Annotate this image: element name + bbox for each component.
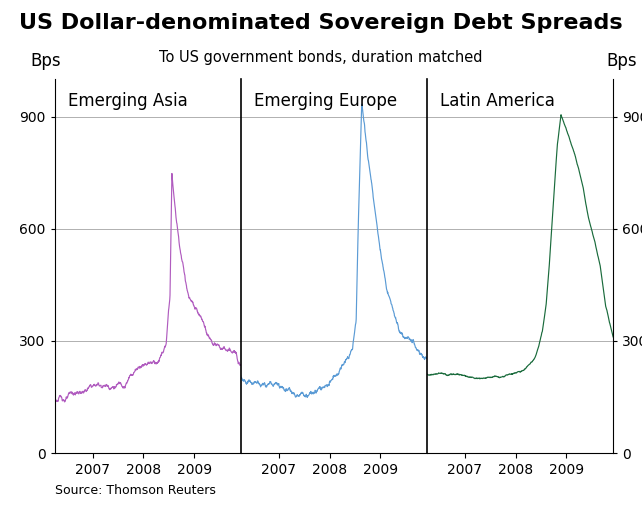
Text: Emerging Europe: Emerging Europe <box>254 93 397 111</box>
Text: Bps: Bps <box>607 52 638 70</box>
Text: To US government bonds, duration matched: To US government bonds, duration matched <box>159 50 483 65</box>
Text: US Dollar-denominated Sovereign Debt Spreads: US Dollar-denominated Sovereign Debt Spr… <box>19 13 623 33</box>
Text: Latin America: Latin America <box>440 93 555 111</box>
Text: Source: Thomson Reuters: Source: Thomson Reuters <box>55 484 216 497</box>
Text: Emerging Asia: Emerging Asia <box>67 93 187 111</box>
Text: Bps: Bps <box>30 52 61 70</box>
